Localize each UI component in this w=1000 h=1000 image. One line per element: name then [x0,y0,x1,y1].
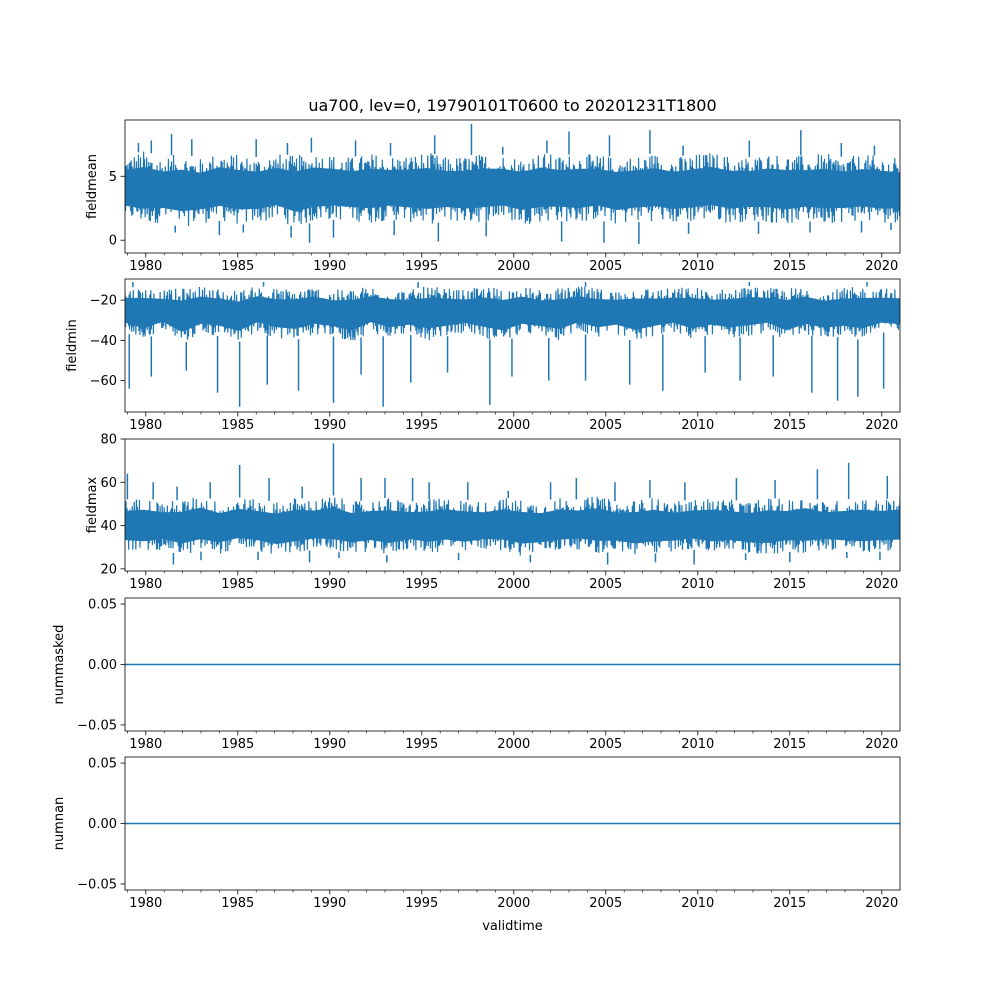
y-tick-label: −40 [90,334,117,349]
y-tick-label: 0 [109,234,117,249]
y-tick-label: 40 [100,519,117,534]
x-tick-label: 2010 [681,418,714,433]
y-tick-label: 0.05 [88,757,117,772]
x-tick-label: 1990 [313,259,346,274]
y-axis-label: nummasked [52,625,67,705]
y-tick-label: 60 [100,476,117,491]
x-tick-label: 2020 [865,896,898,911]
x-tick-label: 2010 [681,259,714,274]
x-tick-label: 1995 [405,418,438,433]
y-tick-label: −0.05 [77,718,117,733]
y-axis-label: fieldmax [85,477,100,534]
x-tick-label: 2000 [497,577,530,592]
x-tick-label: 2010 [681,896,714,911]
y-axis-label: numnan [52,797,67,851]
y-tick-label: 0.05 [88,598,117,613]
x-tick-label: 2000 [497,737,530,752]
x-tick-label: 1990 [313,737,346,752]
subplot-fieldmax: 1980 1985 1990 1995 2000 2005 2010 2015 20202040… [85,433,901,592]
x-tick-label: 1980 [129,259,162,274]
x-tick-label: 1985 [221,737,254,752]
x-tick-label: 1990 [313,418,346,433]
x-tick-label: 1995 [405,259,438,274]
series-fieldmin [125,282,900,407]
x-tick-label: 2020 [865,259,898,274]
x-tick-label: 2015 [773,896,806,911]
subplot-nummasked: 1980 1985 1990 1995 2000 2005 2010 2015 2020 −0.0… [52,598,901,752]
x-tick-label: 2015 [773,737,806,752]
x-tick-label: 2010 [681,737,714,752]
x-tick-label: 1980 [129,737,162,752]
y-tick-label: −0.05 [77,877,117,892]
x-tick-label: 2015 [773,259,806,274]
series-core-band [125,296,900,332]
x-tick-label: 2015 [773,418,806,433]
y-tick-label: 0.00 [88,817,117,832]
x-tick-label: 1990 [313,896,346,911]
x-tick-label: 1985 [221,577,254,592]
x-tick-label: 2000 [497,418,530,433]
y-tick-label: 80 [100,433,117,448]
x-tick-label: 2000 [497,896,530,911]
x-tick-label: 2015 [773,577,806,592]
x-tick-label: 2020 [865,577,898,592]
x-tick-label: 1980 [129,418,162,433]
axes-frame [124,119,901,254]
x-tick-label: 1995 [405,737,438,752]
x-tick-label: 2020 [865,737,898,752]
y-tick-label: 5 [109,170,117,185]
x-tick-label: 1990 [313,577,346,592]
subplots: 1980 1985 1990 1995 2000 2005 2010 2015 202005fi… [52,119,901,911]
x-tick-label: 1985 [221,896,254,911]
series-core-band [125,507,900,544]
y-tick-label: 0.00 [88,658,117,673]
y-tick-label: 20 [100,562,117,577]
axes-frame [124,438,901,572]
series-fieldmean [125,123,900,245]
x-tick-label: 1995 [405,896,438,911]
y-tick-label: −60 [90,374,117,389]
x-tick-label: 2000 [497,259,530,274]
series-fieldmax [125,443,900,565]
x-tick-label: 2005 [589,577,622,592]
axes-frame [124,278,901,413]
subplot-fieldmean: 1980 1985 1990 1995 2000 2005 2010 2015 2020 0 5 fi… [85,119,901,274]
x-tick-label: 1980 [129,577,162,592]
series-core-band [125,166,900,212]
x-tick-label: 2010 [681,577,714,592]
figure-title: ua700, lev=0, 19790101T0600 to 20201231T… [308,96,716,115]
x-tick-label: 2005 [589,418,622,433]
x-tick-label: 1980 [129,896,162,911]
x-tick-label: 2020 [865,418,898,433]
x-tick-label: 1985 [221,418,254,433]
subplot-numnan: 1980 1985 1990 1995 2000 2005 2010 2015 2020 −0.0… [52,757,901,911]
x-tick-label: 2005 [589,259,622,274]
x-tick-label: 1985 [221,259,254,274]
subplot-fieldmin: 1980 1985 1990 1995 2000 2005 2010 2015 2020 −60 −… [65,278,901,433]
y-tick-label: −20 [90,294,117,309]
x-tick-label: 2005 [589,896,622,911]
y-axis-label: fieldmin [65,319,80,372]
y-axis-label: fieldmean [85,154,100,219]
x-axis-label: validtime [482,919,543,934]
x-tick-label: 1995 [405,577,438,592]
x-tick-label: 2005 [589,737,622,752]
